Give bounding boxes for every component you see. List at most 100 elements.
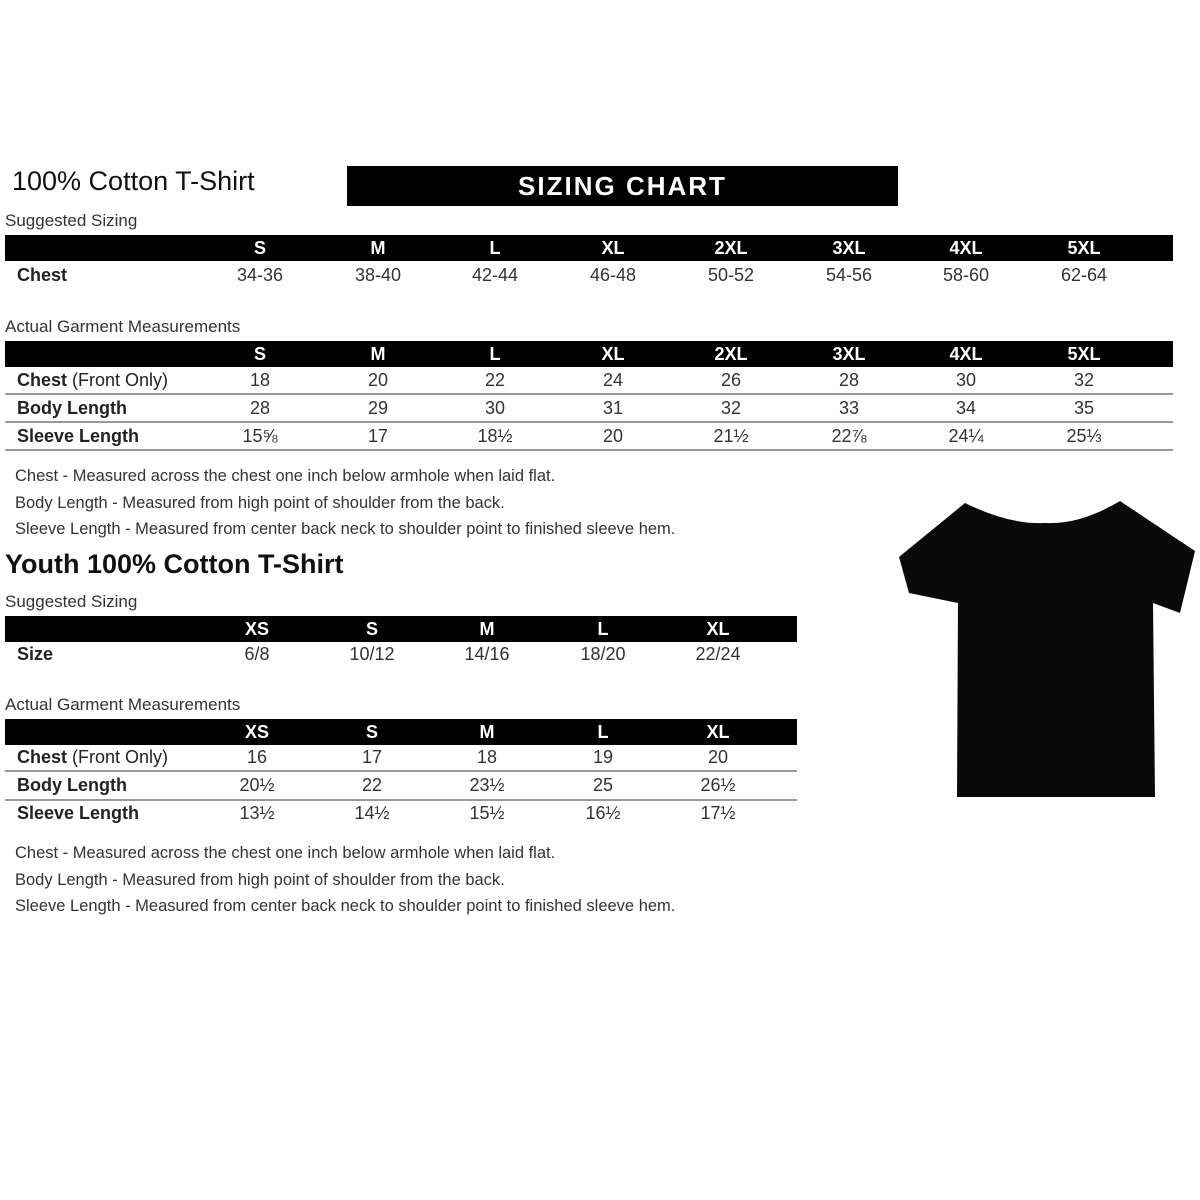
table-row: Chest 34-36 38-40 42-44 46-48 50-52 54-56 58-60… [5, 261, 1173, 289]
table-cell: 46-48 [589, 265, 637, 285]
row-label-main: Sleeve Length [17, 426, 140, 446]
adult-title: 100% Cotton T-Shirt [12, 166, 255, 196]
row-label-main: Sleeve Length [17, 803, 140, 823]
table-cell: 32 [720, 398, 742, 418]
row-label-main: Size [17, 644, 54, 664]
size-header-4xl: 4XL [949, 344, 983, 364]
table-cell: 26 [720, 370, 742, 390]
table-cell: 31 [602, 398, 624, 418]
table-cell: 50-52 [707, 265, 755, 285]
table-cell: 13½ [239, 803, 275, 823]
table-row: Sleeve Length 15⅝ 17 18½ 20 21½ 22⅞ 24¼ 25⅓ [5, 422, 1173, 450]
table-row: Body Length 20½ 22 23½ 25 26½ [5, 771, 797, 799]
size-header-m: M [479, 722, 495, 742]
row-label-suffix: (Front Only) [67, 747, 169, 767]
size-header-5xl: 5XL [1067, 344, 1101, 364]
table-cell: 18 [476, 747, 498, 767]
table-cell: 29 [367, 398, 389, 418]
size-header-m: M [370, 344, 386, 364]
size-header-s: S [365, 722, 378, 742]
table-cell: 26½ [700, 775, 736, 795]
table-cell: 24 [602, 370, 624, 390]
row-label-main: Chest [17, 370, 68, 390]
size-header-l: L [489, 344, 501, 364]
row-label-main: Body Length [17, 398, 127, 418]
table-cell: 17½ [700, 803, 736, 823]
size-header-xl: XL [706, 722, 730, 742]
table-cell: 14½ [354, 803, 390, 823]
table-cell: 16 [246, 747, 268, 767]
table-cell: 22 [484, 370, 506, 390]
row-label: Chest (Front Only) [17, 366, 168, 394]
row-label: Sleeve Length [17, 422, 139, 450]
note-line: Sleeve Length - Measured from center bac… [15, 520, 676, 538]
table-cell: 28 [249, 398, 271, 418]
row-label-suffix: (Front Only) [67, 370, 169, 390]
row-divider [5, 421, 1173, 423]
sizing-chart-banner: SIZING CHART [347, 166, 898, 206]
table-cell: 18/20 [580, 644, 626, 664]
table-cell: 24¼ [948, 426, 984, 446]
row-label-main: Chest [17, 747, 68, 767]
table-cell: 10/12 [349, 644, 395, 664]
table-cell: 28 [838, 370, 860, 390]
row-label: Body Length [17, 771, 127, 799]
row-label: Size [17, 640, 53, 668]
table-row: Body Length 28 29 30 31 32 33 34 35 [5, 394, 1173, 422]
row-label-main: Chest [17, 265, 68, 285]
youth-title: Youth 100% Cotton T-Shirt [5, 549, 344, 579]
size-header-bar: S M L XL 2XL 3XL 4XL 5XL [5, 341, 1173, 367]
size-header-xl: XL [601, 238, 625, 258]
table-cell: 25⅓ [1066, 426, 1102, 446]
table-cell: 19 [592, 747, 614, 767]
table-cell: 20½ [239, 775, 275, 795]
table-cell: 30 [955, 370, 977, 390]
size-header-l: L [489, 238, 501, 258]
table-cell: 18½ [477, 426, 513, 446]
table-row: Sleeve Length 13½ 14½ 15½ 16½ 17½ [5, 799, 797, 827]
table-cell: 42-44 [471, 265, 519, 285]
youth-suggested-label: Suggested Sizing [5, 592, 138, 611]
note-line: Chest - Measured across the chest one in… [15, 467, 556, 485]
adult-actual-label: Actual Garment Measurements [5, 317, 241, 336]
table-cell: 35 [1073, 398, 1095, 418]
table-cell: 20 [707, 747, 729, 767]
row-divider [5, 393, 1173, 395]
table-cell: 17 [367, 426, 389, 446]
table-cell: 34-36 [236, 265, 284, 285]
table-cell: 25 [592, 775, 614, 795]
note-line: Body Length - Measured from high point o… [15, 870, 505, 889]
row-label: Chest [17, 261, 67, 289]
size-header-m: M [370, 238, 386, 258]
size-header-xl: XL [706, 619, 730, 639]
size-header-bar: XS S M L XL [5, 616, 797, 642]
table-cell: 23½ [469, 775, 505, 795]
size-header-m: M [479, 619, 495, 639]
size-header-2xl: 2XL [714, 344, 748, 364]
table-row: Chest (Front Only) 18 20 22 24 26 28 30 32 [5, 366, 1173, 394]
table-cell: 34 [955, 398, 977, 418]
table-cell: 38-40 [354, 265, 402, 285]
note-line: Body Length - Measured from high point o… [15, 493, 505, 512]
table-cell: 15⅝ [242, 426, 278, 446]
table-cell: 15½ [469, 803, 505, 823]
table-cell: 14/16 [464, 644, 510, 664]
row-divider [5, 449, 1173, 451]
table-cell: 30 [484, 398, 506, 418]
size-header-4xl: 4XL [949, 238, 983, 258]
table-cell: 62-64 [1060, 265, 1108, 285]
note-line: Sleeve Length - Measured from center bac… [15, 897, 676, 915]
size-header-bar: XS S M L XL [5, 719, 797, 745]
size-header-3xl: 3XL [832, 344, 866, 364]
table-cell: 22 [361, 775, 383, 795]
note-line: Chest - Measured across the chest one in… [15, 844, 556, 862]
table-cell: 16½ [585, 803, 621, 823]
row-label: Sleeve Length [17, 799, 139, 827]
table-cell: 6/8 [244, 644, 270, 664]
adult-suggested-label: Suggested Sizing [5, 211, 138, 230]
youth-actual-label: Actual Garment Measurements [5, 695, 241, 714]
tshirt-image [899, 501, 1195, 797]
table-cell: 17 [361, 747, 383, 767]
table-cell: 22⅞ [831, 426, 867, 446]
